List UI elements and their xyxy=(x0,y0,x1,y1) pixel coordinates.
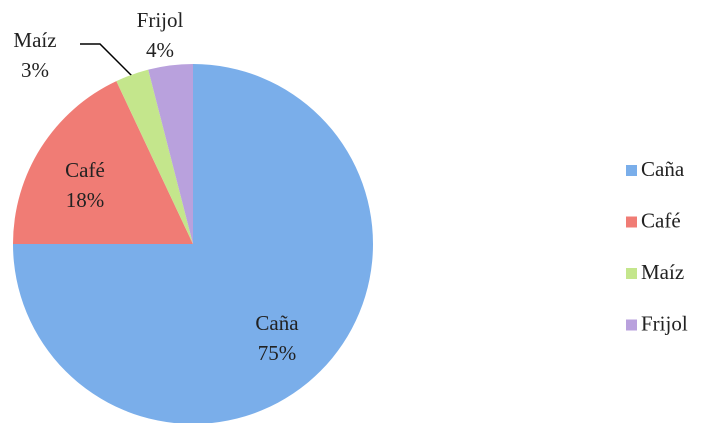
slice-label: Maíz xyxy=(13,28,56,52)
legend-swatch xyxy=(626,165,637,176)
pie-slice xyxy=(148,64,193,244)
slice-label: Café xyxy=(65,158,105,182)
legend-label: Caña xyxy=(641,157,685,181)
legend-label: Café xyxy=(641,208,681,232)
legend-swatch xyxy=(626,319,637,331)
slice-label: Caña xyxy=(255,311,299,335)
legend-swatch xyxy=(626,268,637,279)
slice-value-label: 4% xyxy=(146,38,174,62)
leader-line xyxy=(80,43,135,79)
pie-slice xyxy=(116,69,193,244)
pie-slice xyxy=(13,81,193,244)
pie-slice xyxy=(13,64,373,423)
legend-swatch xyxy=(626,216,637,228)
legend-label: Maíz xyxy=(641,260,684,284)
slice-value-label: 75% xyxy=(258,341,297,365)
slice-value-label: 3% xyxy=(21,58,49,82)
slice-label: Frijol xyxy=(137,8,184,32)
slice-value-label: 18% xyxy=(66,188,105,212)
legend-label: Frijol xyxy=(641,311,688,335)
